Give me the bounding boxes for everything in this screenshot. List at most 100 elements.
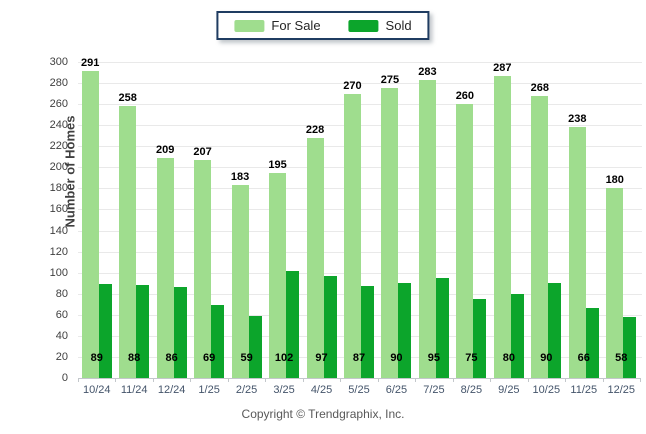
- forsale-bar: [456, 104, 474, 378]
- x-tick-label: 9/25: [498, 384, 520, 396]
- forsale-bar: [381, 88, 399, 378]
- y-tick-label: 180: [49, 182, 68, 195]
- sold-value-label: 97: [315, 352, 328, 364]
- y-tick-label: 140: [49, 224, 68, 237]
- x-tick-label: 10/24: [82, 384, 111, 396]
- y-tick-label: 40: [55, 329, 68, 342]
- x-axis-tick: [340, 378, 342, 382]
- y-tick-label: 80: [55, 287, 68, 300]
- x-tick-label: 8/25: [460, 384, 483, 396]
- x-axis-tick: [115, 378, 117, 382]
- sold-value-label: 89: [90, 352, 103, 364]
- y-tick-label: 0: [61, 372, 68, 384]
- bar-group: 260 75: [453, 62, 490, 378]
- x-axis-tick: [377, 378, 379, 382]
- y-tick-label: 60: [55, 308, 68, 321]
- sold-value-label: 58: [615, 352, 628, 364]
- sold-legend-swatch: [348, 19, 379, 32]
- y-tick-label: 160: [49, 203, 68, 216]
- sold-bar: [323, 275, 337, 378]
- bar-group: 228 97: [303, 62, 340, 378]
- x-tick-label: 12/24: [157, 384, 186, 396]
- forsale-value-label: 195: [268, 158, 287, 171]
- legend: For Sale Sold: [216, 11, 430, 40]
- forsale-value-label: 260: [455, 90, 475, 103]
- x-axis-tick: [152, 378, 154, 382]
- y-tick-label: 200: [49, 161, 68, 174]
- y-tick-label: 240: [49, 119, 68, 132]
- sold-bar: [435, 277, 449, 378]
- gridline: [78, 62, 642, 63]
- y-tick-label: 300: [49, 56, 68, 68]
- forsale-bar: [81, 71, 99, 378]
- sold-bar: [286, 270, 300, 378]
- forsale-bar: [568, 127, 586, 378]
- x-tick-label: 2/25: [235, 384, 258, 396]
- bar-group: 258 88: [115, 62, 152, 378]
- sold-value-label: 95: [427, 352, 441, 364]
- x-axis-tick: [640, 378, 641, 382]
- x-axis-tick: [490, 378, 492, 382]
- sold-value-label: 66: [577, 352, 590, 364]
- x-axis-tick: [78, 378, 79, 382]
- bar-group: 195 102: [265, 62, 302, 378]
- bar-group: 180 58: [603, 62, 640, 378]
- forsale-value-label: 287: [493, 61, 512, 74]
- x-axis-tick: [415, 378, 417, 382]
- bar-group: 287 80: [490, 62, 527, 378]
- x-axis-tick: [302, 378, 304, 382]
- sold-bar: [248, 315, 262, 378]
- sold-value-label: 90: [390, 352, 403, 364]
- forsale-value-label: 283: [418, 65, 437, 78]
- sold-value-label: 90: [540, 352, 553, 364]
- sold-value-label: 86: [165, 352, 178, 364]
- y-tick-label: 120: [49, 245, 68, 258]
- forsale-value-label: 180: [605, 174, 624, 187]
- x-tick-label: 4/25: [310, 384, 333, 396]
- sold-bar: [473, 299, 487, 378]
- sold-bar: [136, 285, 150, 378]
- forsale-bar: [156, 157, 174, 378]
- x-tick-label: 11/25: [570, 384, 598, 396]
- forsale-bar: [306, 137, 324, 378]
- x-tick-label: 6/25: [385, 384, 408, 396]
- x-tick-label: 7/25: [423, 384, 445, 396]
- copyright-text: Copyright © Trendgraphix, Inc.: [241, 407, 405, 421]
- forsale-bar: [418, 79, 436, 378]
- forsale-value-label: 238: [568, 113, 587, 126]
- forsale-value-label: 275: [380, 74, 400, 87]
- sold-value-label: 69: [202, 352, 216, 364]
- y-tick-label: 220: [49, 140, 68, 153]
- sold-value-label: 88: [128, 352, 141, 364]
- sold-value-label: 59: [240, 352, 253, 364]
- x-axis-tick: [527, 378, 529, 382]
- x-tick-label: 5/25: [348, 384, 370, 396]
- sold-bar: [548, 283, 562, 378]
- sold-bar: [211, 305, 225, 378]
- bar-group: 291 89: [78, 57, 115, 378]
- x-tick-label: 3/25: [273, 384, 295, 396]
- plot-area: 291 89 10/24 258 88 11/24 209 86 12/24 207 69 1/25 1…: [78, 57, 642, 396]
- forsale-value-label: 270: [343, 79, 362, 92]
- bar-group: 183 59: [228, 62, 265, 378]
- x-axis-tick: [565, 378, 567, 382]
- y-tick-label: 20: [55, 350, 68, 363]
- gridline: [78, 83, 642, 85]
- x-axis-tick: [602, 378, 604, 382]
- sold-value-label: 102: [274, 352, 294, 364]
- sold-bar: [173, 287, 187, 378]
- forsale-bar: [119, 106, 137, 378]
- forsale-value-label: 291: [81, 57, 100, 70]
- forsale-value-label: 209: [155, 143, 175, 156]
- y-tick-label: 260: [49, 98, 68, 111]
- forsale-bar: [194, 159, 212, 378]
- bar-group: 270 87: [340, 62, 377, 378]
- sold-value-label: 80: [502, 352, 515, 364]
- bar-group: 207 69: [190, 62, 227, 378]
- sold-bar: [98, 284, 112, 378]
- legend-item-sold: Sold: [348, 18, 412, 33]
- sold-bar: [623, 316, 637, 378]
- sold-legend-label: Sold: [385, 18, 412, 33]
- forsale-bar: [606, 188, 624, 378]
- forsale-legend-label: For Sale: [271, 18, 321, 33]
